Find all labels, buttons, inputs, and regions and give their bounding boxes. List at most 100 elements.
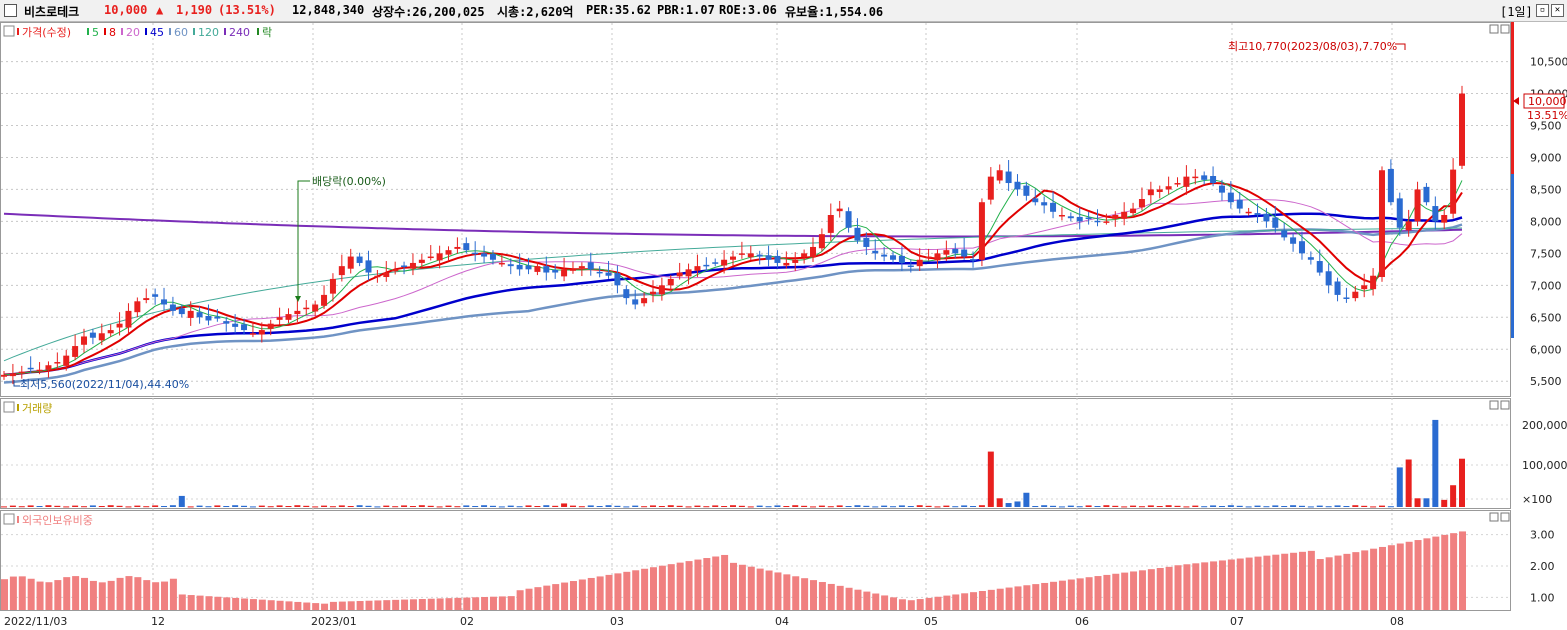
- foreign-bar: [890, 597, 898, 610]
- foreign-bar: [427, 598, 435, 610]
- foreign-bar: [63, 577, 71, 610]
- dividend-arrow-icon: [295, 296, 301, 302]
- volume-bar: [45, 505, 52, 507]
- foreign-bar: [649, 567, 657, 610]
- volume-bar: [632, 505, 639, 507]
- candle-body: [285, 314, 292, 320]
- candle-body: [765, 255, 772, 260]
- window-checkbox[interactable]: [4, 4, 17, 17]
- candle-body: [730, 256, 736, 260]
- foreign-bar: [623, 571, 631, 610]
- candle-body: [329, 278, 336, 294]
- foreign-bar: [1227, 559, 1235, 610]
- per-value: PER:35.62: [586, 3, 652, 17]
- foreign-bar: [116, 577, 124, 610]
- foreign-bar: [783, 574, 791, 610]
- foreign-bar: [45, 582, 53, 610]
- candle-body: [721, 259, 728, 266]
- candle-body: [774, 255, 781, 263]
- price-tick-label: 6,500: [1530, 311, 1562, 324]
- volume-bar: [747, 506, 754, 508]
- foreign-bar: [489, 596, 497, 610]
- foreign-bar: [472, 597, 480, 610]
- candle-body: [934, 253, 941, 261]
- foreign-bar: [1050, 581, 1058, 610]
- candle-body: [312, 304, 319, 312]
- volume-bar: [436, 506, 443, 508]
- volume-bars: [1, 419, 1465, 508]
- ma8-line: [3, 181, 1463, 376]
- volume-bar: [321, 505, 328, 507]
- ma45-line: [3, 212, 1463, 377]
- panel-buttons[interactable]: [1489, 24, 1510, 522]
- foreign-bar: [774, 572, 782, 610]
- candle-body: [18, 371, 25, 374]
- volume-bar: [1281, 506, 1288, 508]
- volume-bar: [676, 505, 683, 507]
- candle-body: [205, 316, 212, 321]
- candle-body: [890, 255, 897, 260]
- volume-bar: [134, 505, 141, 507]
- volume-bar: [418, 505, 425, 507]
- volume-bar: [1396, 467, 1403, 507]
- foreign-bar: [18, 576, 26, 610]
- legend-drop: 락: [262, 26, 272, 39]
- x-tick-label: 12: [151, 615, 165, 628]
- foreign-bar: [1183, 564, 1191, 610]
- volume-bar: [1432, 419, 1439, 507]
- volume-bar: [249, 506, 256, 508]
- volume-collapse-icon[interactable]: [3, 401, 15, 413]
- foreign-bar: [632, 570, 640, 610]
- foreign-bar: [961, 593, 969, 610]
- candle-body: [125, 310, 132, 328]
- volume-bar: [516, 506, 523, 508]
- volume-bar: [978, 505, 985, 507]
- up-arrow-icon: ▲: [156, 3, 164, 17]
- foreign-bar: [1361, 550, 1369, 610]
- candle-body: [36, 369, 43, 372]
- foreign-bar: [1165, 566, 1173, 610]
- volume-bar: [72, 505, 79, 507]
- foreign-bar: [747, 566, 755, 610]
- candle-body: [1192, 176, 1199, 179]
- candle-body: [845, 211, 852, 228]
- foreign-bar: [943, 595, 951, 610]
- volume-bar: [1050, 505, 1057, 507]
- close-icon[interactable]: ✕: [1551, 4, 1564, 17]
- candle-body: [1307, 257, 1314, 260]
- candle-body: [952, 248, 959, 254]
- maximize-icon[interactable]: ▫: [1536, 4, 1549, 17]
- foreign-bar: [614, 573, 622, 610]
- volume-bar: [152, 505, 159, 507]
- stock-chart[interactable]: 10,500 10,000 9,500 9,000 8,500 8,000 7,500 7,0…: [0, 22, 1567, 630]
- volume-bar: [987, 451, 994, 507]
- foreign-bar: [934, 596, 942, 610]
- foreign-bar: [152, 582, 160, 610]
- volume-bar: [667, 505, 674, 507]
- foreign-bar: [534, 587, 542, 610]
- candle-body: [1023, 185, 1030, 196]
- foreign-bar: [161, 581, 169, 610]
- foreign-collapse-icon[interactable]: [3, 513, 15, 525]
- volume-bar: [463, 505, 470, 507]
- volume-bar: [1005, 503, 1012, 507]
- ma20-line: [3, 198, 1463, 376]
- candle-body: [623, 289, 630, 299]
- panel-collapse-icon[interactable]: [3, 25, 15, 37]
- volume-bar: [1298, 505, 1305, 507]
- volume-bar: [258, 505, 265, 507]
- candle-body: [703, 264, 710, 267]
- volume-bar: [1343, 506, 1350, 508]
- candle-body: [943, 250, 950, 255]
- volume-bar: [374, 506, 381, 508]
- volume-tick-label: 100,000: [1522, 459, 1567, 472]
- foreign-bar: [143, 580, 151, 610]
- candle-body: [276, 317, 283, 320]
- candle-body: [1316, 261, 1323, 273]
- period-selector[interactable]: [1일]: [1500, 5, 1533, 19]
- volume-bar: [1210, 505, 1217, 507]
- candle-body: [1085, 217, 1092, 220]
- foreign-bar: [409, 599, 417, 610]
- foreign-bar: [996, 588, 1004, 610]
- foreign-bar: [1201, 562, 1209, 610]
